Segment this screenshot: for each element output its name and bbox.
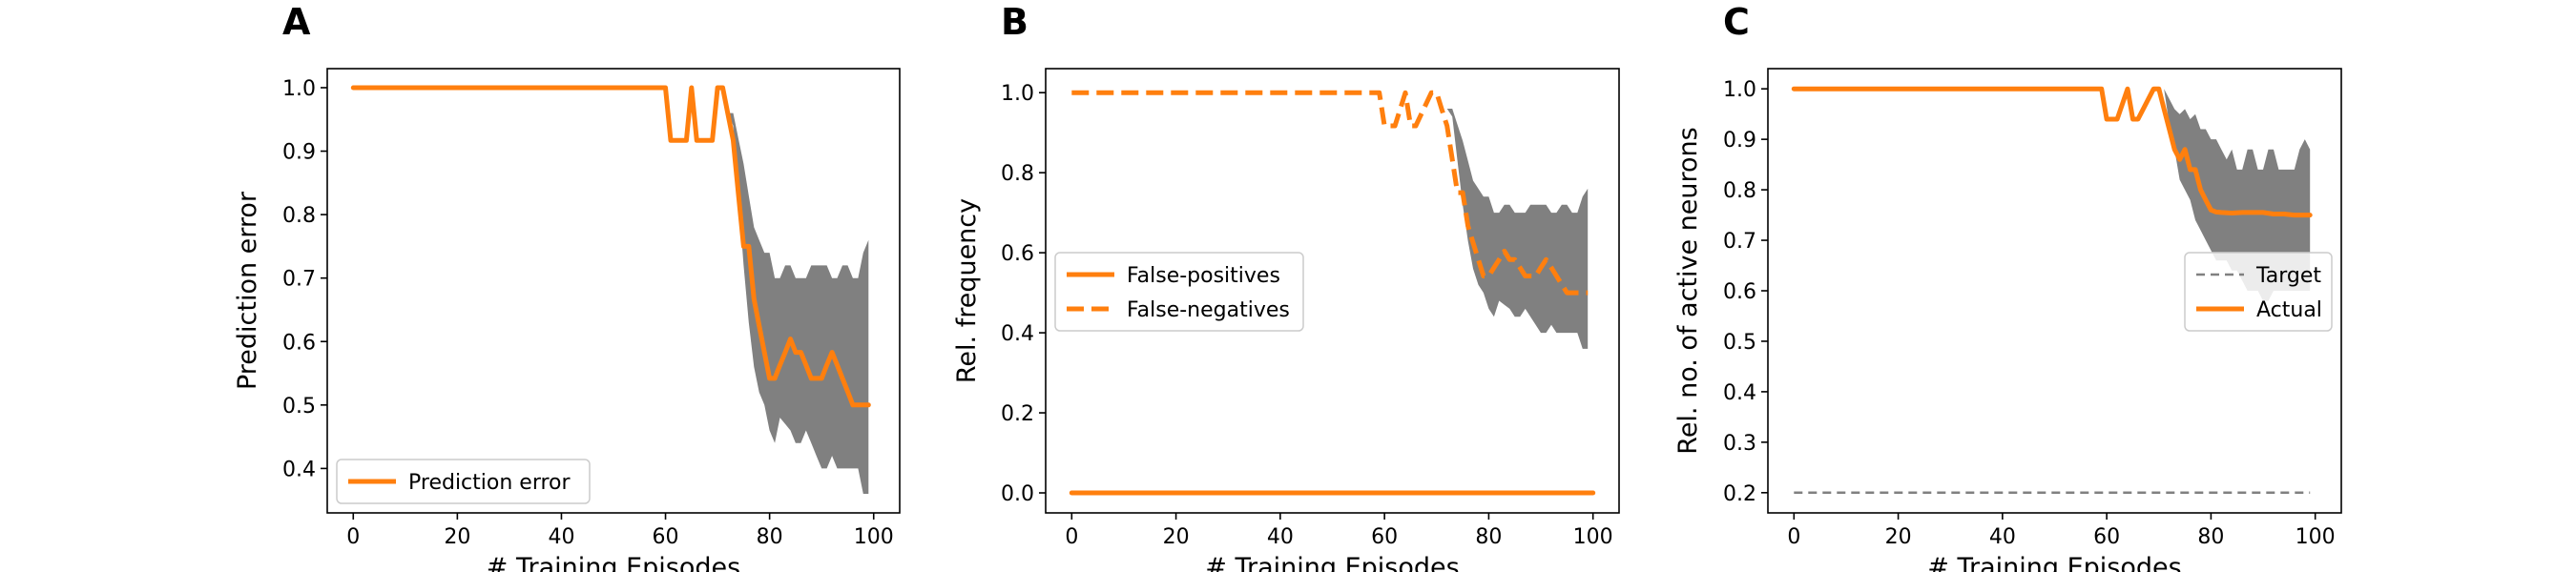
x-tick-label: 40 <box>548 525 574 549</box>
legend-label: False-positives <box>1127 264 1280 288</box>
panel-letter: A <box>282 1 311 43</box>
legend-label: False-negatives <box>1127 298 1290 322</box>
y-tick-label: 0.7 <box>1723 230 1756 254</box>
y-tick-label: 0.9 <box>1723 129 1756 153</box>
series-line-2 <box>1791 86 2313 218</box>
x-tick-label: 20 <box>1163 525 1190 549</box>
y-tick-label: 0.7 <box>282 268 316 292</box>
y-tick-label: 0.2 <box>1001 402 1034 426</box>
y-tick-label: 0.4 <box>1723 381 1756 405</box>
panel-c: C 0 20 40 60 80 100 0.2 0.3 0.4 0.5 0.6 0.7 0.8 0.9 1.0… <box>1673 1 2342 572</box>
x-tick-label: 60 <box>1371 525 1398 549</box>
series-line-1 <box>350 85 871 408</box>
y-tick-label: 0.9 <box>282 141 316 165</box>
y-axis-label: Rel. no. of active neurons <box>1673 127 1703 454</box>
x-tick-label: 80 <box>1475 525 1502 549</box>
legend-label: Prediction error <box>408 471 571 495</box>
legend-label: Target <box>2255 264 2321 288</box>
y-tick-label: 0.2 <box>1723 482 1756 506</box>
y-tick-label: 0.8 <box>1001 162 1034 186</box>
variance-band <box>728 112 869 494</box>
x-axis-label: # Training Episodes <box>487 553 740 572</box>
x-tick-label: 60 <box>653 525 679 549</box>
y-tick-label: 0.8 <box>1723 179 1756 203</box>
legend: Target Actual <box>2184 252 2333 332</box>
y-tick-label: 0.0 <box>1001 482 1034 506</box>
y-tick-label: 0.4 <box>282 458 316 481</box>
y-tick-label: 0.3 <box>1723 432 1756 456</box>
x-tick-label: 100 <box>1573 525 1613 549</box>
legend: Prediction error <box>336 459 591 504</box>
y-tick-label: 0.6 <box>1001 242 1034 266</box>
legend-box <box>1054 252 1304 332</box>
legend: False-positives False-negatives <box>1054 252 1304 332</box>
x-tick-label: 100 <box>2296 525 2336 549</box>
legend-label: Actual <box>2256 298 2322 322</box>
axes-frame <box>1045 68 1620 514</box>
y-tick-label: 0.8 <box>282 204 316 228</box>
panel-b: B 0 20 40 60 80 100 0.0 0.2 0.4 0.6 0.8 1.0 # Trainin… <box>952 1 1620 572</box>
y-tick-label: 0.4 <box>1001 322 1034 346</box>
legend-box <box>336 459 591 504</box>
panel-letter: B <box>1001 1 1028 43</box>
x-tick-label: 0 <box>346 525 360 549</box>
x-tick-label: 0 <box>1787 525 1800 549</box>
y-tick-label: 0.5 <box>1723 331 1756 355</box>
x-tick-label: 80 <box>757 525 783 549</box>
variance-band <box>2164 89 2311 301</box>
x-tick-label: 80 <box>2197 525 2224 549</box>
y-axis-label: Rel. frequency <box>952 198 982 383</box>
y-tick-label: 0.6 <box>282 331 316 355</box>
x-tick-label: 20 <box>1885 525 1912 549</box>
panel-a: A 0 20 40 60 80 100 0.4 0.5 0.6 0.7 0.8 0.9 1.0 # Trai… <box>233 1 901 572</box>
x-tick-label: 40 <box>1267 525 1294 549</box>
x-tick-label: 40 <box>1989 525 2016 549</box>
x-tick-label: 100 <box>854 525 894 549</box>
variance-band <box>1446 109 1589 349</box>
y-tick-label: 1.0 <box>1723 78 1756 102</box>
y-tick-label: 1.0 <box>1001 82 1034 106</box>
y-axis-label: Prediction error <box>233 191 262 390</box>
x-tick-label: 20 <box>444 525 470 549</box>
x-tick-label: 0 <box>1065 525 1078 549</box>
y-tick-label: 0.5 <box>282 395 316 419</box>
axes-frame <box>326 68 901 514</box>
x-axis-label: # Training Episodes <box>1927 553 2181 572</box>
y-tick-label: 1.0 <box>282 77 316 101</box>
panel-letter: C <box>1723 1 1750 43</box>
y-tick-label: 0.6 <box>1723 280 1756 304</box>
x-axis-label: # Training Episodes <box>1205 553 1459 572</box>
x-tick-label: 60 <box>2093 525 2120 549</box>
series-line-2 <box>1071 90 1589 296</box>
